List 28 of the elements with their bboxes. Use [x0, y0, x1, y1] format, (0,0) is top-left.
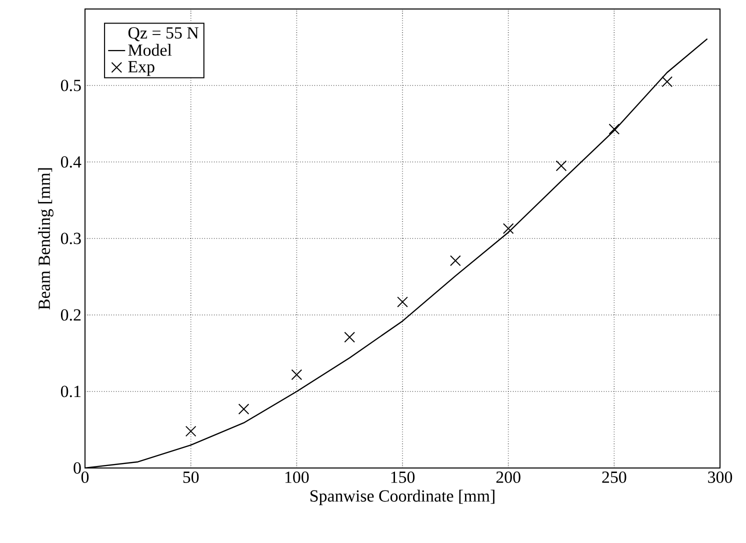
x-tick-label: 300	[708, 472, 732, 483]
y-tick-label: 0.3	[60, 232, 81, 244]
x-tick-label: 100	[285, 472, 309, 483]
y-tick-label: 0.5	[60, 80, 81, 92]
x-tick-label: 50	[183, 472, 199, 483]
x-tick-label: 250	[602, 472, 626, 483]
point	[608, 124, 620, 135]
point	[291, 369, 302, 380]
y-tick-label: 0.2	[60, 309, 81, 321]
y-tick-label: 0.4	[60, 156, 82, 168]
point	[502, 223, 514, 234]
x-axis-title: Spanwise Coordinate [mm]	[310, 490, 494, 506]
point	[185, 426, 196, 437]
legend-label: Model	[128, 44, 172, 56]
y-tick-label: 0.1	[60, 386, 80, 398]
point	[397, 296, 408, 308]
legend-title: Qz = 55 N	[128, 27, 199, 42]
legend-label: Exp	[128, 61, 154, 76]
point	[556, 160, 567, 172]
y-tick-label: 0	[74, 462, 81, 474]
x-tick-label: 150	[391, 472, 415, 483]
y-axis-title: Beam Bending [mm]	[38, 168, 54, 310]
x-tick-label: 0	[81, 472, 89, 483]
point	[662, 76, 673, 88]
point	[238, 404, 250, 415]
point	[450, 255, 461, 266]
x-tick-label: 200	[496, 472, 520, 483]
point	[344, 332, 356, 343]
